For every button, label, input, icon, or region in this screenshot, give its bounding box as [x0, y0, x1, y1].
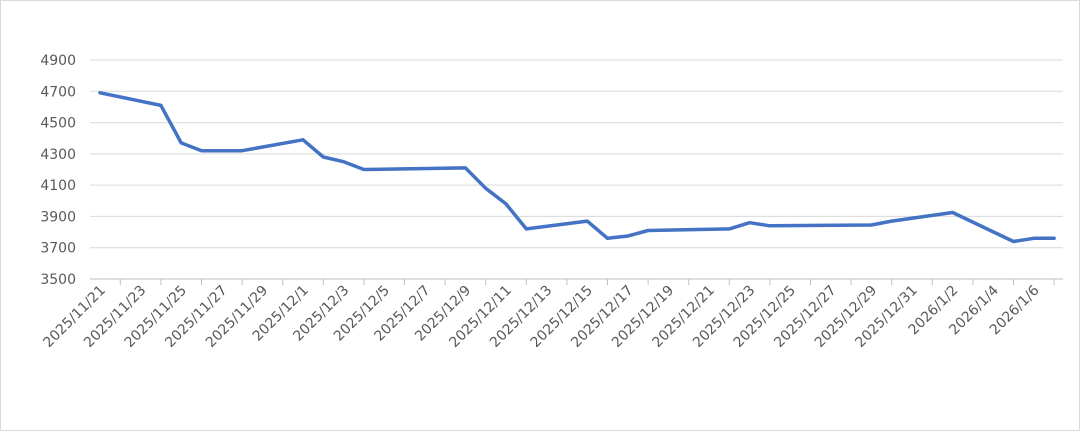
y-tick-label: 4500 — [40, 116, 76, 132]
data-point — [200, 149, 203, 153]
data-point — [342, 160, 346, 164]
gridlines — [90, 59, 1063, 249]
data-point — [524, 227, 528, 231]
data-point — [768, 224, 772, 228]
y-tick-label: 4100 — [40, 178, 76, 194]
data-point — [585, 219, 589, 223]
data-point — [463, 166, 467, 170]
data-point — [727, 227, 731, 231]
data-point — [321, 155, 325, 159]
y-tick-label: 4900 — [40, 53, 76, 69]
data-point — [951, 211, 955, 215]
y-axis-ticks: 3500 3700 3900 4100 4300 4500 4700 4900 — [40, 53, 76, 288]
data-point — [606, 236, 609, 240]
y-tick-label: 4700 — [40, 84, 76, 100]
data-point — [179, 141, 183, 145]
data-point — [159, 103, 163, 107]
series-line — [98, 91, 1056, 244]
data-point — [98, 91, 102, 95]
data-point — [301, 138, 305, 142]
data-point — [504, 202, 508, 206]
x-axis — [90, 278, 1063, 285]
data-point — [626, 234, 630, 238]
data-point — [240, 149, 244, 153]
data-point — [748, 221, 752, 225]
data-point — [362, 168, 366, 171]
data-point — [646, 229, 650, 233]
y-tick-label: 3700 — [40, 241, 76, 257]
x-axis-ticks: 2025/11/212025/11/232025/11/252025/11/27… — [40, 282, 1042, 350]
data-point — [484, 186, 488, 190]
series-group — [98, 91, 1056, 244]
data-point — [1032, 236, 1036, 240]
y-tick-label: 4300 — [40, 147, 76, 163]
data-point — [1012, 239, 1015, 243]
data-point — [890, 219, 894, 223]
data-point — [1052, 236, 1056, 240]
data-point — [869, 223, 873, 227]
y-tick-label: 3500 — [40, 272, 76, 288]
y-tick-label: 3900 — [40, 209, 76, 225]
